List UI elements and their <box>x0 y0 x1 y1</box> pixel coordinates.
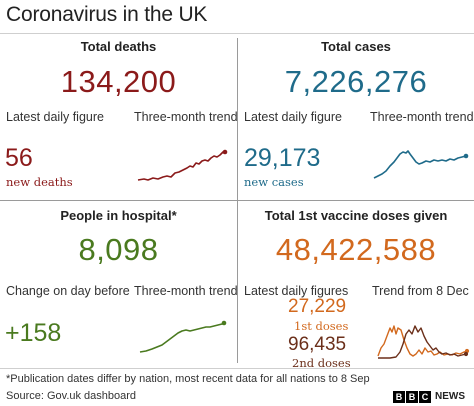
deaths-daily-value: 56 <box>5 144 33 172</box>
source-note: Source: Gov.uk dashboard <box>6 390 137 402</box>
title-bar: Coronavirus in the UK <box>0 0 474 34</box>
hospital-trend-sparkline <box>139 320 227 353</box>
top-rule <box>0 33 474 34</box>
bbc-logo-block-2: B <box>406 390 418 403</box>
hospital-panel: People in hospital* 8,098 Change on day … <box>0 201 238 368</box>
horizontal-divider <box>0 200 474 201</box>
cases-daily-label: Latest daily figure <box>244 110 342 124</box>
vaccine-panel: Total 1st vaccine doses given 48,422,588… <box>238 201 474 370</box>
vaccine-total: 48,422,588 <box>275 232 437 267</box>
cases-daily-value: 29,173 <box>244 144 321 172</box>
vaccine-heading: Total 1st vaccine doses given <box>264 208 448 223</box>
deaths-daily-label: Latest daily figure <box>6 110 104 124</box>
deaths-daily-sub: new deaths <box>6 175 73 189</box>
vaccine-daily-label: Latest daily figures <box>244 284 349 298</box>
hospital-change-value: +158 <box>5 319 62 347</box>
bbc-logo-block-3: C <box>419 390 431 403</box>
deaths-trend-label: Three-month trend <box>134 110 238 124</box>
bottom-rule <box>0 368 474 369</box>
cases-daily-sub: new cases <box>244 175 304 189</box>
vaccine-second-value: 96,435 <box>288 334 347 355</box>
cases-total: 7,226,276 <box>284 64 428 99</box>
vaccine-first-value: 27,229 <box>288 296 347 317</box>
vaccine-trend-sparkline <box>377 325 470 359</box>
deaths-panel: Total deaths 134,200 Latest daily figure… <box>0 34 238 200</box>
cases-trend-label: Three-month trend <box>370 110 474 124</box>
hospital-change-label: Change on day before <box>6 284 130 298</box>
vaccine-trend-label: Trend from 8 Dec <box>372 284 469 298</box>
deaths-total: 134,200 <box>60 64 177 99</box>
hospital-trend-label: Three-month trend <box>134 284 238 298</box>
page-title: Coronavirus in the UK <box>6 3 208 26</box>
bbc-news-logo: B B C NEWS <box>393 390 465 403</box>
vaccine-second-sub: 2nd doses <box>292 356 351 370</box>
cases-trend-sparkline <box>373 150 469 179</box>
hospital-total: 8,098 <box>78 232 159 267</box>
vaccine-first-sub: 1st doses <box>294 319 349 333</box>
bbc-logo-news: NEWS <box>435 391 465 402</box>
deaths-trend-sparkline <box>137 149 228 181</box>
hospital-heading: People in hospital* <box>60 208 177 223</box>
footnote: *Publication dates differ by nation, mos… <box>6 373 370 385</box>
bbc-logo-block-1: B <box>393 390 405 403</box>
cases-panel: Total cases 7,226,276 Latest daily figur… <box>238 34 474 200</box>
cases-heading: Total cases <box>321 39 391 54</box>
deaths-heading: Total deaths <box>80 39 157 54</box>
